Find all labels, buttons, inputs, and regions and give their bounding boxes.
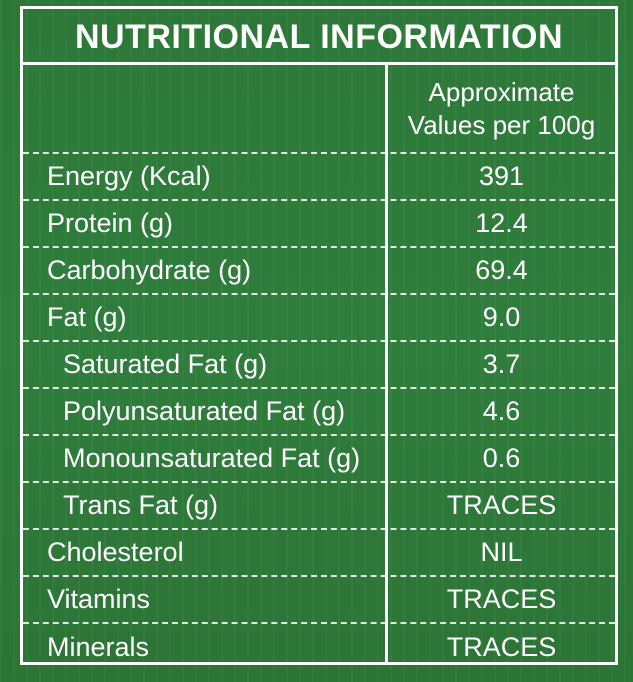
row-value: 69.4: [475, 255, 528, 285]
row-label: Polyunsaturated Fat (g): [63, 396, 346, 426]
table-row-cholesterol: Cholesterol NIL: [23, 530, 615, 577]
row-value: TRACES: [446, 490, 557, 520]
row-label: Carbohydrate (g): [47, 255, 252, 285]
row-value: 0.6: [482, 443, 521, 473]
row-label: Cholesterol: [47, 537, 184, 567]
header-label-cell: [23, 65, 388, 152]
row-label: Vitamins: [47, 584, 151, 614]
table-title: NUTRITIONAL INFORMATION: [23, 9, 615, 65]
header-line-2: Values per 100g: [407, 109, 596, 140]
header-line-1: Approximate: [428, 76, 575, 107]
table-row-energy: Energy (Kcal) 391: [23, 154, 615, 201]
row-label: Minerals: [47, 632, 150, 662]
row-label: Energy (Kcal): [47, 161, 211, 191]
row-label: Saturated Fat (g): [63, 349, 268, 379]
row-value: TRACES: [446, 632, 557, 662]
table-row-vitamins: Vitamins TRACES: [23, 577, 615, 624]
table-row-monounsaturated-fat: Monounsaturated Fat (g) 0.6: [23, 436, 615, 483]
nutrition-table: NUTRITIONAL INFORMATION Approximate Valu…: [20, 6, 618, 665]
row-label: Trans Fat (g): [63, 490, 219, 520]
row-label: Protein (g): [47, 208, 174, 238]
row-value: 12.4: [475, 208, 528, 238]
row-value: 4.6: [482, 396, 521, 426]
row-label: Fat (g): [47, 302, 127, 332]
header-value-cell: Approximate Values per 100g: [388, 65, 615, 152]
row-label: Monounsaturated Fat (g): [63, 443, 361, 473]
table-row-protein: Protein (g) 12.4: [23, 201, 615, 248]
table-header-row: Approximate Values per 100g: [23, 65, 615, 154]
table-row-carbohydrate: Carbohydrate (g) 69.4: [23, 248, 615, 295]
table-row-saturated-fat: Saturated Fat (g) 3.7: [23, 342, 615, 389]
row-value: 3.7: [482, 349, 521, 379]
row-value: 9.0: [482, 302, 521, 332]
table-row-minerals: Minerals TRACES: [23, 624, 615, 671]
table-row-fat: Fat (g) 9.0: [23, 295, 615, 342]
table-row-polyunsaturated-fat: Polyunsaturated Fat (g) 4.6: [23, 389, 615, 436]
row-value: TRACES: [446, 584, 557, 614]
row-value: NIL: [480, 537, 523, 567]
table-row-trans-fat: Trans Fat (g) TRACES: [23, 483, 615, 530]
column-divider: [385, 65, 388, 662]
row-value: 391: [478, 161, 525, 191]
